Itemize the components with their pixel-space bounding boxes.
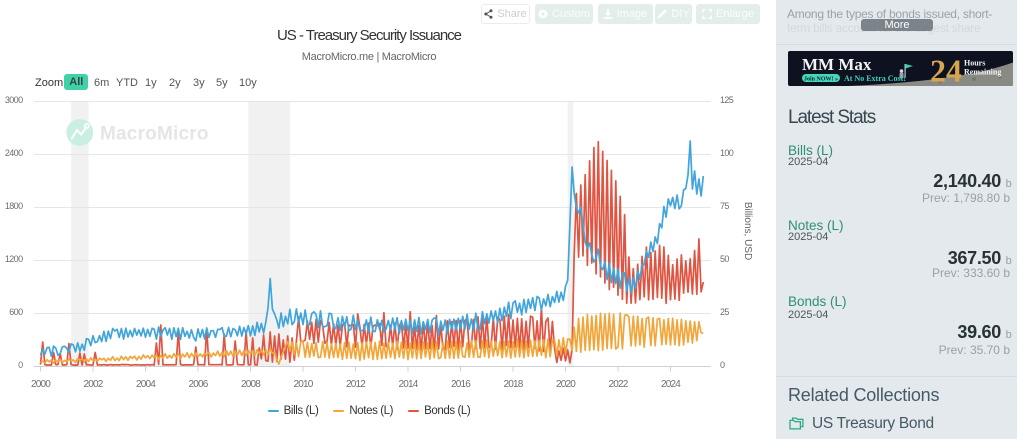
svg-text:Join NOW! »: Join NOW! » <box>804 76 838 82</box>
svg-text:2012: 2012 <box>346 379 366 390</box>
svg-text:2002: 2002 <box>83 379 103 390</box>
svg-text:100: 100 <box>720 148 734 158</box>
svg-text:At No Extra Cost!: At No Extra Cost! <box>844 74 906 83</box>
svg-text:50: 50 <box>720 254 729 264</box>
svg-text:125: 125 <box>720 95 734 105</box>
svg-text:2020: 2020 <box>556 379 576 390</box>
svg-text:600: 600 <box>9 307 23 317</box>
svg-text:1200: 1200 <box>5 254 23 264</box>
svg-text:0: 0 <box>18 360 23 370</box>
svg-text:0: 0 <box>720 360 725 370</box>
svg-text:75: 75 <box>720 201 729 211</box>
svg-text:2400: 2400 <box>5 148 23 158</box>
svg-text:24: 24 <box>930 53 962 87</box>
svg-text:2014: 2014 <box>398 379 418 390</box>
svg-text:2000: 2000 <box>31 379 51 390</box>
svg-text:Remaining: Remaining <box>964 68 1001 77</box>
svg-text:2006: 2006 <box>188 379 208 390</box>
svg-text:2022: 2022 <box>608 379 628 390</box>
svg-text:3000: 3000 <box>5 95 23 105</box>
svg-text:Hours: Hours <box>964 59 985 68</box>
svg-text:2010: 2010 <box>293 379 313 390</box>
svg-text:1800: 1800 <box>5 201 23 211</box>
svg-text:MacroMicro: MacroMicro <box>100 124 209 145</box>
svg-text:2018: 2018 <box>503 379 523 390</box>
svg-text:Billions, USD: Billions, USD <box>742 202 753 260</box>
svg-text:2004: 2004 <box>136 379 156 390</box>
svg-text:2024: 2024 <box>661 379 681 390</box>
svg-text:MM Max: MM Max <box>802 55 872 74</box>
svg-text:2016: 2016 <box>451 379 471 390</box>
svg-text:2008: 2008 <box>241 379 261 390</box>
svg-text:25: 25 <box>720 307 729 317</box>
